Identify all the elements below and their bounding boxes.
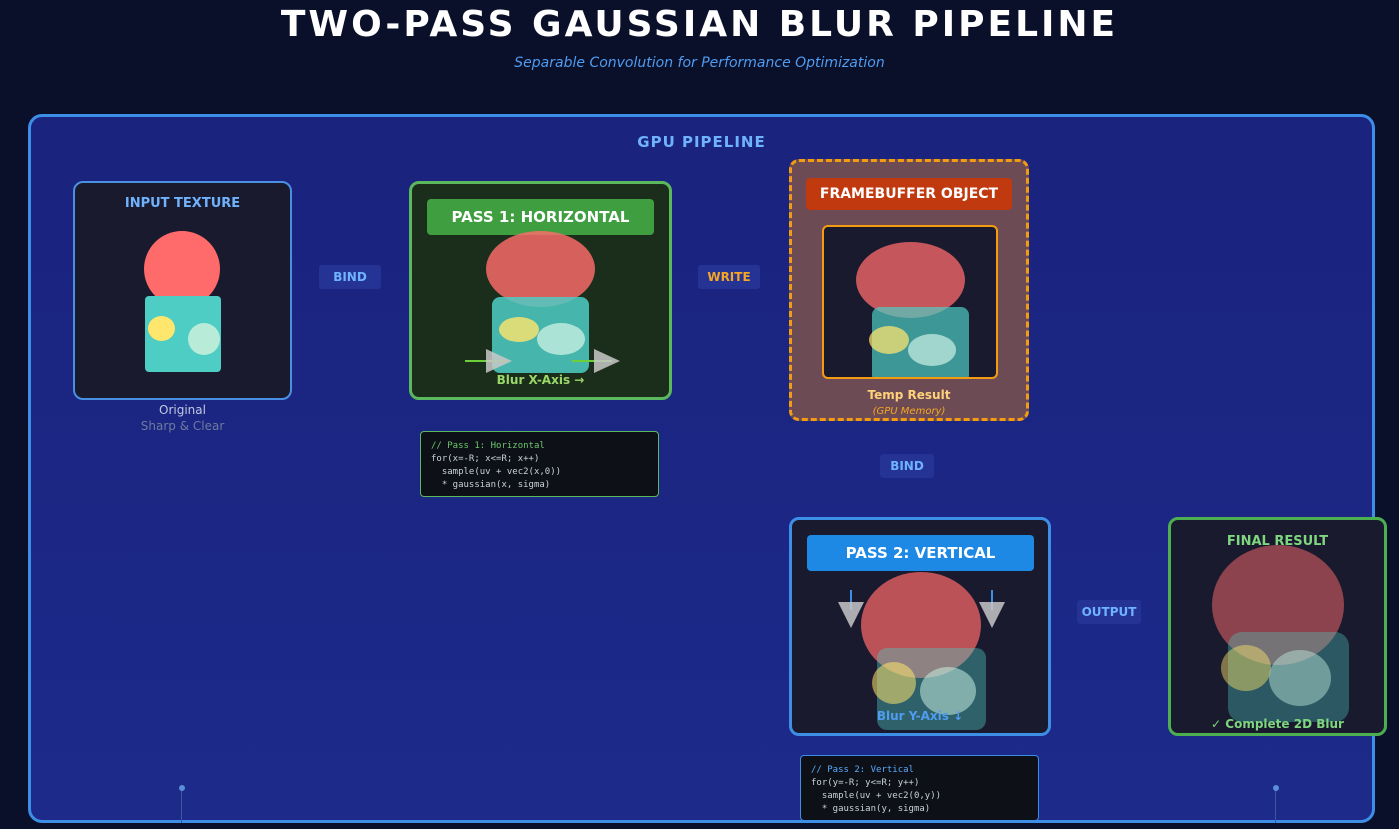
- final-result-label: FINAL RESULT: [1226, 534, 1329, 549]
- pass1-code-block: // Pass 1: Horizontal for(x=-R; x<=R; x++…: [420, 431, 659, 497]
- input-white-circle: [188, 323, 220, 355]
- pass1-code-line: for(x=-R; x<=R; x++): [431, 454, 540, 464]
- pass2-red-blob: [861, 572, 981, 678]
- output-connector: OUTPUT: [1077, 600, 1141, 624]
- pipeline-label: GPU PIPELINE: [637, 133, 766, 151]
- pass1-white-blob: [537, 323, 585, 355]
- final-result-box: FINAL RESULT ✓ Complete 2D Blur: [1168, 517, 1387, 736]
- pass1-horizontal-box: PASS 1: HORIZONTAL Blur X-Axis →: [409, 181, 672, 400]
- fbo-red-blob: [856, 242, 965, 318]
- pass1-yellow-blob: [499, 317, 539, 342]
- fbo-temp-texture: [822, 225, 998, 379]
- input-yellow-circle: [148, 316, 175, 341]
- timeline-dot-right: [1273, 785, 1279, 791]
- framebuffer-object-box: FRAMEBUFFER OBJECT Temp Result (GPU Memo…: [789, 159, 1029, 421]
- fbo-white-blob: [908, 334, 956, 366]
- timeline-line-right: [1275, 791, 1276, 823]
- final-yellow-blob: [1221, 645, 1271, 691]
- timeline-dot-left: [179, 785, 185, 791]
- pass2-code-line: sample(uv + vec2(0,y)): [811, 791, 942, 801]
- vertical-arrows-icon: [838, 590, 1005, 628]
- pass2-code-comment: // Pass 2: Vertical: [811, 765, 914, 775]
- input-subcaption: Sharp & Clear: [140, 419, 225, 433]
- pass2-code-line: * gaussian(y, sigma): [811, 804, 931, 814]
- horizontal-arrows-icon: [465, 349, 620, 373]
- pass1-label: PASS 1: HORIZONTAL: [427, 199, 654, 235]
- pass2-code-block: // Pass 2: Vertical for(y=-R; y<=R; y++) …: [800, 755, 1039, 821]
- pass2-white-blob: [920, 667, 976, 715]
- gpu-pipeline-container: GPU PIPELINE INPUT TEXTURE Original Shar…: [28, 114, 1387, 823]
- bind-connector-2: BIND: [880, 454, 934, 478]
- pass1-red-blob: [486, 231, 595, 307]
- final-teal-blob: [1228, 632, 1349, 722]
- pass2-yellow-blob: [872, 662, 916, 704]
- bind-connector-1: BIND: [319, 265, 381, 289]
- fbo-caption: Temp Result: [867, 388, 951, 402]
- fbo-subcaption: (GPU Memory): [872, 406, 946, 417]
- pass1-axis-label: Blur X-Axis →: [496, 373, 585, 387]
- pass2-code-line: for(y=-R; y<=R; y++): [811, 778, 920, 788]
- input-texture-box: INPUT TEXTURE: [73, 181, 292, 400]
- input-red-circle: [144, 231, 220, 307]
- pass1-code-line: sample(uv + vec2(x,0)): [431, 467, 562, 477]
- page-subtitle: Separable Convolution for Performance Op…: [514, 55, 885, 71]
- page-title: TWO-PASS GAUSSIAN BLUR PIPELINE: [280, 4, 1119, 45]
- pass2-label: PASS 2: VERTICAL: [807, 535, 1034, 571]
- fbo-yellow-blob: [869, 326, 909, 354]
- final-result-caption: ✓ Complete 2D Blur: [1211, 717, 1344, 731]
- pass1-code-comment: // Pass 1: Horizontal: [431, 441, 545, 451]
- final-red-blob: [1212, 545, 1344, 665]
- fbo-label: FRAMEBUFFER OBJECT: [806, 178, 1012, 210]
- final-white-blob: [1269, 650, 1331, 706]
- pass2-axis-label: Blur Y-Axis ↓: [876, 709, 964, 723]
- input-caption: Original: [159, 403, 206, 417]
- input-texture-label: INPUT TEXTURE: [124, 196, 241, 211]
- write-connector: WRITE: [698, 265, 760, 289]
- pass1-code-line: * gaussian(x, sigma): [431, 480, 551, 490]
- timeline-line-left: [181, 791, 182, 823]
- pass2-vertical-box: PASS 2: VERTICAL Blur Y-Axis ↓: [789, 517, 1051, 736]
